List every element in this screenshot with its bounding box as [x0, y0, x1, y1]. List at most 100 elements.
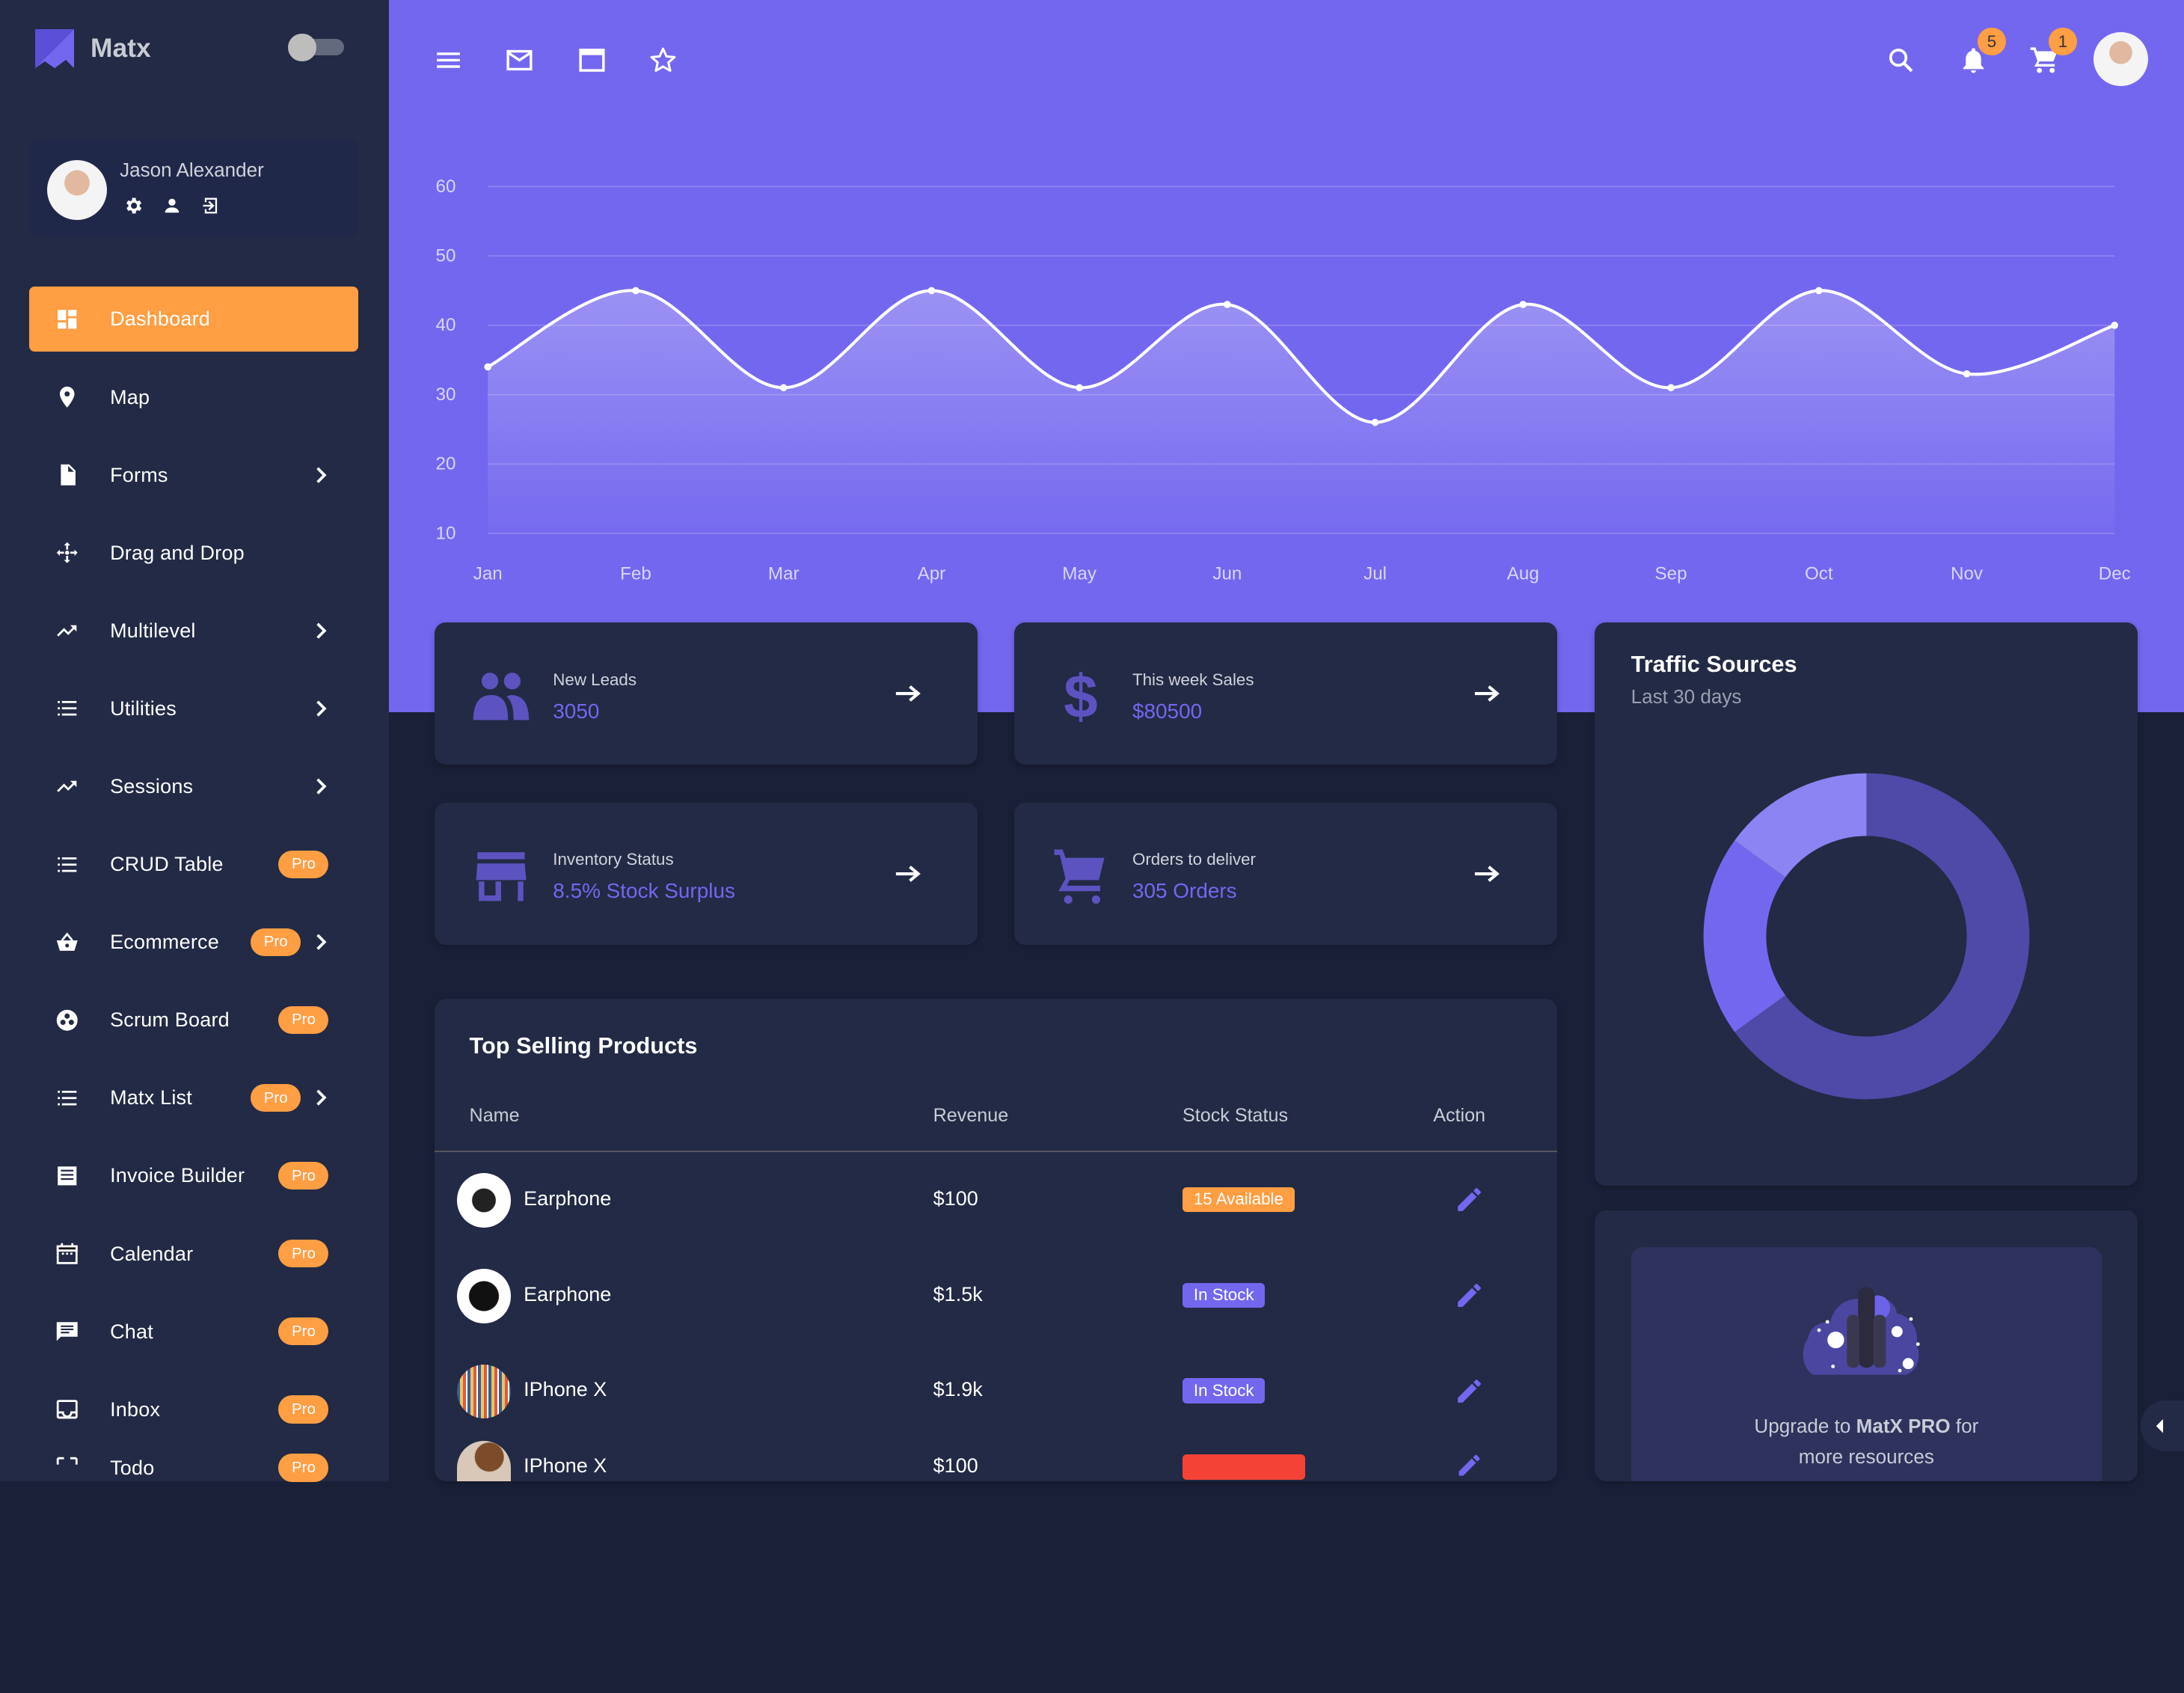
sidebar-item-invoice-builder[interactable]: Invoice Builder Pro — [29, 1143, 358, 1209]
secondary-sidebar-toggle[interactable] — [2141, 1400, 2184, 1452]
cart-button[interactable]: 1 — [2029, 28, 2077, 76]
scrum-icon — [56, 1009, 78, 1031]
cart-count-badge: 1 — [2049, 28, 2077, 56]
data-point[interactable] — [1815, 287, 1823, 295]
trending-icon — [56, 781, 76, 793]
stat-value: 3050 — [553, 699, 600, 723]
x-tick-label: Jul — [1364, 564, 1387, 584]
chevron-right-icon — [316, 467, 327, 483]
notifications-button[interactable]: 5 — [1958, 28, 2006, 76]
sidebar-item-label: Dashboard — [110, 307, 210, 331]
document-icon — [60, 464, 76, 486]
data-point[interactable] — [631, 287, 639, 295]
list-icon — [57, 857, 76, 872]
stat-title: Orders to deliver — [1132, 849, 1256, 869]
trending-icon — [56, 625, 76, 637]
inbox-icon — [56, 1400, 78, 1419]
product-revenue: $1.5k — [933, 1282, 983, 1305]
people-icon — [473, 673, 530, 720]
logout-icon[interactable] — [200, 195, 221, 216]
data-point[interactable] — [1371, 418, 1378, 426]
product-name: Earphone — [524, 1187, 612, 1210]
upgrade-banner: Upgrade to MatX PRO for more resources — [1631, 1246, 2102, 1481]
product-image — [456, 1172, 512, 1228]
sidebar: Matx Jason Alexander Dashboard Map Forms Dr… — [0, 0, 389, 1482]
sidebar-item-crud-table[interactable]: CRUD Table Pro — [29, 832, 358, 898]
data-point[interactable] — [483, 363, 491, 371]
donut-slice-google[interactable] — [1734, 773, 2030, 1100]
profile-avatar[interactable] — [2093, 31, 2148, 87]
edit-pencil-icon[interactable] — [1454, 1184, 1485, 1215]
y-tick-label: 50 — [435, 246, 455, 266]
product-image — [456, 1440, 512, 1481]
x-tick-label: Sep — [1654, 564, 1687, 584]
sidebar-item-inbox[interactable]: Inbox Pro — [29, 1377, 358, 1442]
sidebar-item-drag-and-drop[interactable]: Drag and Drop — [29, 520, 358, 586]
stock-status-badge: 15 Available — [1183, 1187, 1295, 1213]
data-point[interactable] — [1666, 384, 1675, 392]
donut-slice-others[interactable] — [1734, 773, 1867, 878]
x-tick-label: Jan — [473, 564, 502, 584]
search-icon[interactable] — [1886, 45, 1916, 76]
stat-card-inventory-status: Inventory Status 8.5% Stock Surplus — [435, 802, 978, 945]
data-point[interactable] — [779, 384, 788, 392]
edit-pencil-icon[interactable] — [1454, 1451, 1485, 1479]
sidebar-item-todo[interactable]: Todo Pro — [29, 1454, 358, 1482]
data-point[interactable] — [927, 287, 935, 295]
pro-badge: Pro — [278, 1162, 329, 1190]
sidebar-item-chat[interactable]: Chat Pro — [29, 1299, 358, 1365]
arrow-right-icon[interactable] — [895, 864, 922, 884]
sidebar-item-label: Ecommerce — [110, 931, 219, 954]
data-point[interactable] — [2110, 322, 2118, 329]
stat-card-orders-to-deliver: Orders to deliver 305 Orders — [1013, 802, 1557, 945]
user-card: Jason Alexander — [29, 139, 358, 237]
x-tick-label: Oct — [1805, 564, 1833, 584]
arrow-right-icon[interactable] — [1473, 864, 1501, 884]
area-fill — [487, 290, 2114, 534]
sidebar-item-ecommerce[interactable]: Ecommerce Pro — [29, 910, 358, 976]
app-root: Matx Jason Alexander Dashboard Map Forms Dr… — [0, 0, 2184, 1482]
product-name: IPhone X — [524, 1378, 607, 1401]
theme-toggle[interactable] — [288, 33, 344, 61]
sidebar-item-matx-list[interactable]: Matx List Pro — [29, 1065, 358, 1131]
data-point[interactable] — [1075, 384, 1083, 392]
data-point[interactable] — [1519, 301, 1527, 309]
sidebar-item-multilevel[interactable]: Multilevel — [29, 598, 358, 664]
cart-icon — [1054, 849, 1105, 904]
gear-icon[interactable] — [123, 195, 144, 216]
user-avatar[interactable] — [47, 160, 108, 221]
column-name: Name — [469, 1104, 520, 1126]
stat-value: $80500 — [1132, 699, 1203, 723]
person-icon[interactable] — [162, 195, 182, 216]
sidebar-item-scrum-board[interactable]: Scrum Board Pro — [29, 988, 358, 1053]
arrow-right-icon[interactable] — [895, 684, 922, 703]
data-point[interactable] — [1223, 301, 1231, 309]
sidebar-item-utilities[interactable]: Utilities — [29, 676, 358, 741]
sidebar-item-sessions[interactable]: Sessions — [29, 753, 358, 819]
donut-slice-facebook[interactable] — [1703, 840, 1785, 1032]
window-icon[interactable] — [577, 45, 607, 76]
upgrade-text: Upgrade to MatX PRO for more resources — [1631, 1411, 2102, 1645]
sidebar-item-calendar[interactable]: Calendar Pro — [29, 1221, 358, 1287]
sidebar-item-forms[interactable]: Forms — [29, 442, 358, 508]
upgrade-card: Upgrade to MatX PRO for more resources — [1595, 1210, 2138, 1481]
edit-pencil-icon[interactable] — [1454, 1376, 1485, 1406]
mail-icon[interactable] — [504, 45, 535, 76]
stat-value: 305 Orders — [1132, 879, 1237, 903]
edit-pencil-icon[interactable] — [1454, 1280, 1485, 1311]
sidebar-item-label: Utilities — [110, 697, 177, 720]
traffic-donut-chart — [1703, 773, 2030, 1100]
x-tick-label: Aug — [1506, 564, 1539, 584]
cart-icon — [2030, 46, 2058, 73]
menu-icon[interactable] — [433, 45, 464, 76]
sidebar-item-map[interactable]: Map — [29, 364, 358, 430]
upgrade-text-pre: Upgrade to — [1754, 1415, 1856, 1438]
receipt-icon — [57, 1166, 76, 1186]
traffic-sources-card: Traffic Sources Last 30 days GoogleFaceb… — [1595, 622, 2138, 1422]
table-header-divider — [435, 1151, 1557, 1153]
arrow-right-icon[interactable] — [1473, 684, 1501, 703]
sidebar-item-dashboard[interactable]: Dashboard — [29, 286, 358, 352]
products-title: Top Selling Products — [469, 1032, 698, 1059]
star-icon[interactable] — [648, 45, 678, 76]
data-point[interactable] — [1963, 370, 1970, 378]
